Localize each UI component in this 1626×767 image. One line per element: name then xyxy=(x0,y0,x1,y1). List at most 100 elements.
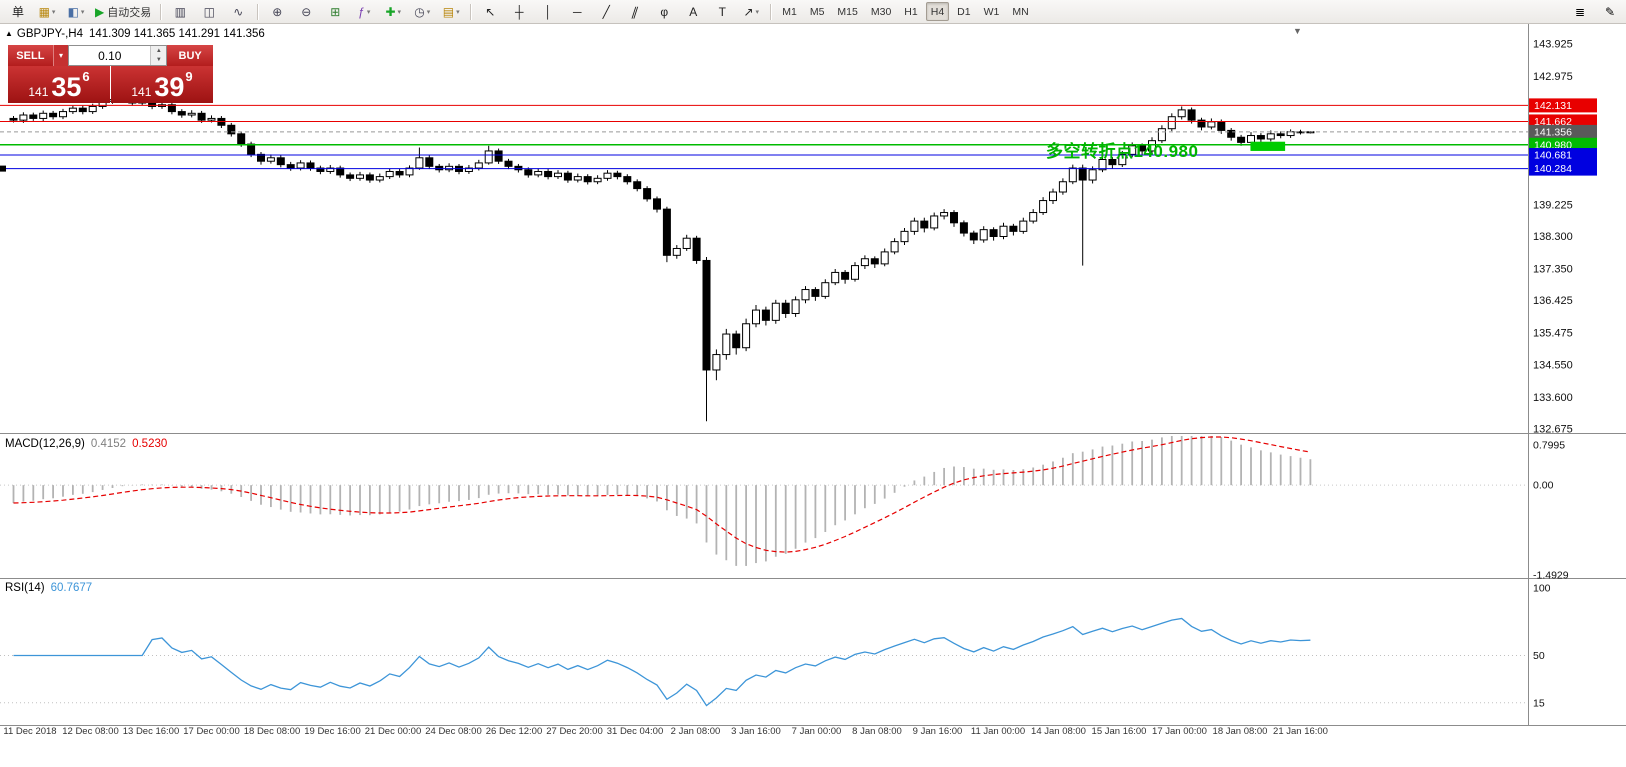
sell-price[interactable]: 141 35 6 xyxy=(8,66,110,103)
svg-text:139.225: 139.225 xyxy=(1533,199,1573,211)
horizontal-line-objects[interactable] xyxy=(0,104,1528,172)
timeframe-w1-button[interactable]: W1 xyxy=(983,5,1000,18)
text-button[interactable]: A xyxy=(679,1,707,22)
crosshair-button[interactable]: ┼ xyxy=(505,1,533,22)
zoom-out-icon: ⊖ xyxy=(301,4,312,19)
symbol-timeframe-label: GBPJPY-,H4 xyxy=(16,28,83,40)
line-selection-handle[interactable] xyxy=(0,165,6,172)
chart-window[interactable]: 142.131 141.662 141.356 140.980 140.681 140.2… xyxy=(0,23,1626,767)
quick-edit-button[interactable]: ✎ xyxy=(1596,1,1624,22)
timeframe-mn-button[interactable]: MN xyxy=(1012,5,1029,18)
fibonacci-icon: φ xyxy=(660,4,669,19)
zoom-in-button[interactable]: ⊕ xyxy=(263,1,291,22)
periods-button[interactable]: ◷ ▾ xyxy=(408,1,436,22)
svg-text:7 Jan 00:00: 7 Jan 00:00 xyxy=(792,726,842,737)
svg-text:17 Jan 00:00: 17 Jan 00:00 xyxy=(1152,726,1207,737)
add-indicator-button[interactable]: ✚ ▾ xyxy=(379,1,407,22)
indicators-button[interactable]: ƒ ▾ xyxy=(350,1,378,22)
bar-chart-type-button[interactable]: ▥ xyxy=(166,1,194,22)
macd-histogram xyxy=(12,436,1312,566)
templates-icon: ▤ xyxy=(442,4,455,19)
autotrading-icon: ▶ xyxy=(95,4,105,19)
sell-button[interactable]: SELL xyxy=(8,45,53,66)
buy-price[interactable]: 141 39 9 xyxy=(111,66,213,103)
chart-shift-marker-icon[interactable]: ▼ xyxy=(1293,26,1302,36)
one-click-trading-panel: SELL ▾ ▲ ▼ BUY 141 35 6 141 39 9 xyxy=(8,45,213,103)
macd-signal-value: 0.5230 xyxy=(132,438,168,450)
svg-text:15 Jan 16:00: 15 Jan 16:00 xyxy=(1092,726,1147,737)
channel-icon: ∥ xyxy=(629,4,641,19)
rsi-indicator-label: RSI(14) 60.7677 xyxy=(5,582,92,594)
trendline-button[interactable]: ╱ xyxy=(592,1,620,22)
cursor-icon: ↖ xyxy=(485,4,496,19)
svg-text:11 Dec 2018: 11 Dec 2018 xyxy=(3,726,56,737)
buy-button[interactable]: BUY xyxy=(167,45,213,66)
timeframe-h4-button[interactable]: H4 xyxy=(925,2,950,21)
arrows-button[interactable]: ↗ ▾ xyxy=(737,1,765,22)
chevron-down-icon: ▾ xyxy=(426,8,431,16)
svg-text:11 Jan 00:00: 11 Jan 00:00 xyxy=(971,726,1025,737)
svg-text:133.600: 133.600 xyxy=(1533,392,1573,404)
label-button[interactable]: T xyxy=(708,1,736,22)
new-order-icon: 单 xyxy=(11,4,24,19)
vertical-line-button[interactable]: │ xyxy=(534,1,562,22)
profiles-icon: ◧ xyxy=(67,4,79,19)
profiles-button[interactable]: ◧ ▾ xyxy=(62,1,90,22)
svg-text:19 Dec 16:00: 19 Dec 16:00 xyxy=(304,726,361,737)
periods-icon: ◷ xyxy=(414,4,425,19)
horizontal-line-button[interactable]: ─ xyxy=(563,1,591,22)
svg-text:21 Jan 16:00: 21 Jan 16:00 xyxy=(1273,726,1328,737)
toolbar-button-groups: 单 ▦ ▾ ◧ ▾ ▶ 自动交易 ▥ ◫ ∿ ⊕ ⊖ ⊞ ƒ ▾ ✚ ▾ ◷ ▾ ▤ ▾ ↖ ┼ │ ─ ╱ ∥ φ A T ↗ ▾ M1 M5 M… xyxy=(4,1,1035,22)
chart-annotation-text[interactable]: 多空转折点140.980 xyxy=(1046,142,1199,161)
pane-separators xyxy=(0,23,1626,726)
svg-text:24 Dec 08:00: 24 Dec 08:00 xyxy=(425,726,482,737)
toolbar-separator xyxy=(257,3,259,20)
fibonacci-button[interactable]: φ xyxy=(650,1,678,22)
macd-signal-line xyxy=(13,436,1311,553)
timeframe-d1-button[interactable]: D1 xyxy=(957,5,971,18)
lot-decrease-button[interactable]: ▼ xyxy=(151,55,167,65)
rsi-name: RSI(14) xyxy=(5,582,45,594)
add-indicator-icon: ✚ xyxy=(385,4,396,19)
timeframe-m30-button[interactable]: M30 xyxy=(870,5,892,18)
timeframe-m15-button[interactable]: M15 xyxy=(837,5,858,18)
sell-price-big: 35 xyxy=(51,72,82,102)
collapse-marker-icon[interactable]: ▲ xyxy=(5,29,13,38)
lot-size-input[interactable] xyxy=(69,46,151,65)
dropdown-caret-icon: ▾ xyxy=(59,51,64,60)
svg-text:143.925: 143.925 xyxy=(1533,39,1573,51)
new-order-button[interactable]: 单 xyxy=(4,1,32,22)
price-scale[interactable]: 143.925 142.975 139.225 138.300 137.350 136.4… xyxy=(1533,39,1573,436)
cursor-button[interactable]: ↖ xyxy=(476,1,504,22)
rectangle-object[interactable] xyxy=(1250,141,1286,151)
new-chart-button[interactable]: ▦ ▾ xyxy=(33,1,61,22)
label-icon: T xyxy=(718,4,726,19)
chart-canvas[interactable]: 142.131141.662141.356140.980140.681140.2… xyxy=(0,23,1626,767)
timeframe-m5-button[interactable]: M5 xyxy=(809,5,825,18)
buy-price-big: 39 xyxy=(154,72,185,102)
channel-button[interactable]: ∥ xyxy=(621,1,649,22)
zoom-out-button[interactable]: ⊖ xyxy=(292,1,320,22)
trade-options-dropdown[interactable]: ▾ xyxy=(52,45,69,66)
price-tag: 140.284 xyxy=(1534,163,1572,175)
trendline-icon: ╱ xyxy=(602,4,610,19)
svg-text:136.425: 136.425 xyxy=(1533,295,1573,307)
chevron-down-icon: ▾ xyxy=(755,8,760,16)
time-scale[interactable]: 11 Dec 2018 12 Dec 08:00 13 Dec 16:00 17 De… xyxy=(3,726,1328,737)
svg-text:26 Dec 12:00: 26 Dec 12:00 xyxy=(486,726,543,737)
svg-text:137.350: 137.350 xyxy=(1533,264,1573,276)
line-chart-type-button[interactable]: ∿ xyxy=(224,1,252,22)
lot-increase-button[interactable]: ▲ xyxy=(151,46,167,56)
lot-size-field: ▲ ▼ xyxy=(68,45,168,66)
autotrading-button[interactable]: ▶ 自动交易 xyxy=(91,1,155,22)
templates-button[interactable]: ▤ ▾ xyxy=(437,1,465,22)
price-tag: 140.681 xyxy=(1534,150,1572,162)
tile-windows-button[interactable]: ⊞ xyxy=(321,1,349,22)
timeframe-m1-button[interactable]: M1 xyxy=(782,5,797,18)
news-button[interactable]: ≣ xyxy=(1566,1,1594,22)
chevron-down-icon: ▾ xyxy=(397,8,402,16)
timeframe-h1-button[interactable]: H1 xyxy=(904,5,918,18)
candlestick-type-button[interactable]: ◫ xyxy=(195,1,223,22)
tile-windows-icon: ⊞ xyxy=(330,4,341,19)
sell-price-sup: 6 xyxy=(82,69,90,84)
